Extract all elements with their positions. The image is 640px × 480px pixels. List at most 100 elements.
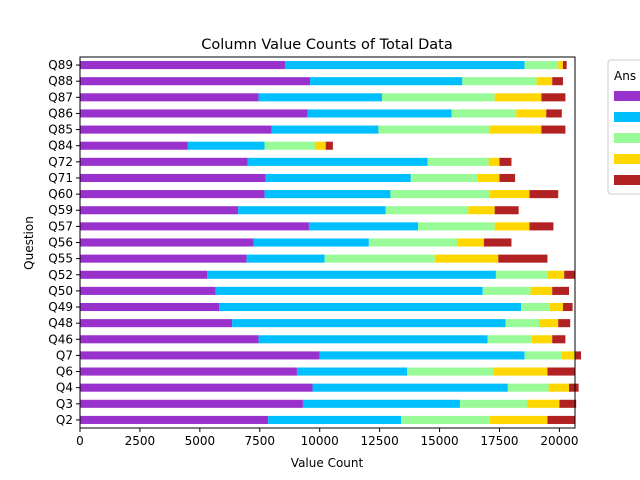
bar-segment-Q2-s1 bbox=[80, 415, 269, 424]
bar-segment-Q86-s3 bbox=[451, 109, 517, 118]
bar-segment-Q6-s1 bbox=[80, 367, 297, 376]
bar-segment-Q85-s2 bbox=[271, 125, 379, 134]
bar-segment-Q3-s3 bbox=[459, 399, 528, 408]
bar-segment-Q71-s2 bbox=[265, 173, 411, 183]
bar-segment-Q72-s5 bbox=[499, 157, 512, 166]
bar-segment-Q88-s1 bbox=[80, 77, 311, 86]
bar-segment-Q4-s3 bbox=[507, 383, 549, 392]
legend: Ans bbox=[607, 59, 640, 195]
bar-segment-Q87-s5 bbox=[541, 93, 566, 102]
bar-segment-Q2-s3 bbox=[401, 415, 490, 424]
bar-segment-Q3-s2 bbox=[302, 399, 460, 408]
bar-segment-Q49-s5 bbox=[563, 302, 573, 312]
bar-segment-Q72-s3 bbox=[427, 157, 489, 166]
bar-segment-Q56-s5 bbox=[483, 238, 512, 247]
y-tick-label: Q89 bbox=[48, 58, 73, 72]
bar-segment-Q89-s4 bbox=[558, 61, 564, 70]
bar-segment-Q89-s2 bbox=[284, 61, 525, 70]
bar-layer bbox=[80, 61, 581, 424]
bar-segment-Q57-s2 bbox=[308, 222, 418, 231]
bar-segment-Q7-s1 bbox=[80, 351, 320, 360]
bar-segment-Q60-s3 bbox=[390, 190, 490, 199]
y-tick-label: Q3 bbox=[56, 397, 73, 411]
bar-segment-Q88-s4 bbox=[536, 77, 553, 86]
bar-segment-Q2-s2 bbox=[268, 415, 402, 424]
y-tick-label: Q60 bbox=[48, 187, 73, 201]
bar-segment-Q4-s1 bbox=[80, 383, 313, 392]
bar-segment-Q88-s3 bbox=[462, 77, 537, 86]
bar-segment-Q85-s1 bbox=[80, 125, 272, 134]
y-tick-label: Q48 bbox=[48, 316, 73, 330]
bar-segment-Q3-s1 bbox=[80, 399, 303, 408]
bar-segment-Q87-s2 bbox=[258, 93, 383, 102]
bar-segment-Q84-s1 bbox=[80, 141, 188, 150]
y-tick-label: Q2 bbox=[56, 413, 73, 427]
bar-segment-Q59-s1 bbox=[80, 206, 239, 215]
bar-segment-Q57-s3 bbox=[417, 222, 495, 231]
y-tick-label: Q4 bbox=[56, 381, 73, 395]
bar-segment-Q88-s5 bbox=[552, 77, 564, 86]
bar-segment-Q86-s2 bbox=[307, 109, 452, 118]
bar-segment-Q56-s4 bbox=[457, 238, 484, 247]
bar-segment-Q89-s1 bbox=[80, 61, 285, 70]
y-tick-label: Q84 bbox=[48, 139, 73, 153]
bar-segment-Q49-s1 bbox=[80, 302, 220, 312]
bar-segment-Q3-s4 bbox=[527, 399, 560, 408]
bar-segment-Q55-s5 bbox=[498, 254, 548, 263]
bar-segment-Q50-s3 bbox=[482, 286, 531, 295]
x-tick-label: 2500 bbox=[125, 434, 156, 448]
x-tick-label: 15000 bbox=[420, 434, 458, 448]
y-tick-label: Q7 bbox=[56, 348, 73, 362]
bar-segment-Q6-s4 bbox=[493, 367, 548, 376]
bar-segment-Q49-s3 bbox=[521, 302, 550, 312]
bar-segment-Q55-s3 bbox=[324, 254, 435, 263]
y-tick-label: Q56 bbox=[48, 236, 73, 250]
bar-segment-Q55-s2 bbox=[246, 254, 325, 263]
bar-segment-Q7-s2 bbox=[319, 351, 525, 360]
bar-segment-Q84-s5 bbox=[325, 141, 333, 150]
bar-segment-Q52-s5 bbox=[564, 270, 575, 279]
bar-segment-Q57-s1 bbox=[80, 222, 309, 231]
bar-segment-Q86-s4 bbox=[516, 109, 547, 118]
y-tick-label: Q88 bbox=[48, 74, 73, 88]
y-axis-label: Question bbox=[22, 216, 36, 270]
bar-segment-Q59-s2 bbox=[238, 206, 386, 215]
bar-segment-Q55-s1 bbox=[80, 254, 247, 263]
legend-swatch-s2 bbox=[614, 112, 640, 122]
bar-segment-Q6-s5 bbox=[547, 367, 575, 376]
bar-segment-Q48-s4 bbox=[539, 319, 559, 328]
y-tick-label: Q59 bbox=[48, 203, 73, 217]
x-tick-label: 7500 bbox=[245, 434, 276, 448]
bar-segment-Q84-s4 bbox=[314, 141, 326, 150]
bar-segment-Q85-s4 bbox=[489, 125, 542, 134]
bar-segment-Q71-s5 bbox=[499, 173, 516, 183]
legend-swatch-s3 bbox=[614, 133, 640, 143]
bar-segment-Q49-s4 bbox=[549, 302, 564, 312]
legend-swatch-s5 bbox=[614, 175, 640, 185]
x-axis: 0 2500 5000 7500 10000 12500 15000 17500 20000 bbox=[76, 428, 579, 448]
bar-segment-Q88-s2 bbox=[310, 77, 463, 86]
bar-segment-Q72-s2 bbox=[247, 157, 428, 166]
bar-segment-Q59-s4 bbox=[468, 206, 495, 215]
bar-segment-Q60-s2 bbox=[264, 190, 391, 199]
bar-segment-Q4-s2 bbox=[312, 383, 508, 392]
bar-segment-Q60-s4 bbox=[489, 190, 530, 199]
bar-segment-Q48-s1 bbox=[80, 319, 233, 328]
bar-segment-Q89-s5 bbox=[563, 61, 567, 70]
legend-swatch-s4 bbox=[614, 154, 640, 164]
bar-segment-Q46-s4 bbox=[531, 335, 553, 344]
x-tick-label: 0 bbox=[76, 434, 84, 448]
bar-segment-Q52-s2 bbox=[207, 270, 496, 279]
bar-segment-Q2-s4 bbox=[489, 415, 548, 424]
y-tick-label: Q85 bbox=[48, 123, 73, 137]
bar-segment-Q56-s3 bbox=[368, 238, 458, 247]
bar-segment-Q48-s5 bbox=[558, 319, 571, 328]
bar-segment-Q89-s3 bbox=[524, 61, 559, 70]
legend-swatch-s1 bbox=[614, 91, 640, 101]
bar-segment-Q87-s4 bbox=[494, 93, 542, 102]
bar-segment-Q72-s4 bbox=[488, 157, 500, 166]
bar-segment-Q3-s5 bbox=[559, 399, 577, 408]
bar-segment-Q50-s1 bbox=[80, 286, 216, 295]
bar-segment-Q59-s3 bbox=[385, 206, 469, 215]
bar-segment-Q71-s1 bbox=[80, 173, 266, 183]
